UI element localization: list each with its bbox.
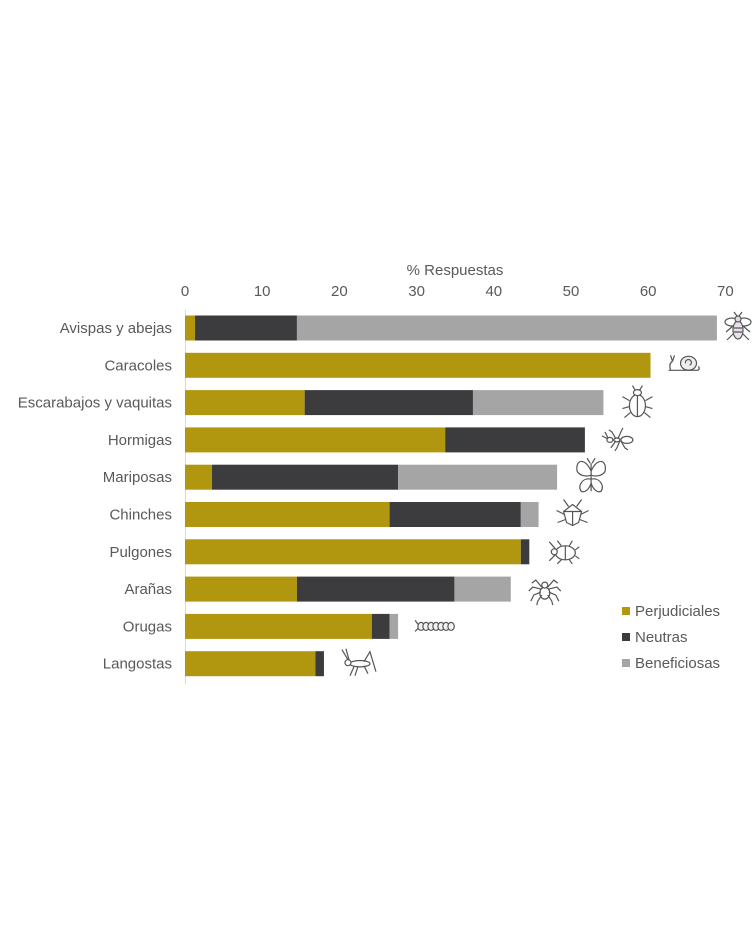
- bar-perjudiciales: [185, 576, 297, 602]
- bar-perjudiciales: [185, 651, 316, 677]
- category-label: Mariposas: [103, 469, 172, 486]
- legend-swatch: [622, 607, 630, 615]
- legend-label: Perjudiciales: [635, 603, 720, 620]
- category-labels: Avispas y abejas Caracoles Escarabajos y v…: [18, 320, 172, 673]
- bar-perjudiciales: [185, 539, 521, 565]
- category-label: Chinches: [109, 507, 172, 524]
- legend-label: Neutras: [635, 629, 688, 646]
- bar-perjudiciales: [185, 352, 651, 378]
- category-label: Langostas: [103, 656, 172, 673]
- category-label: Pulgones: [109, 544, 172, 561]
- x-tick-label: 20: [331, 283, 348, 300]
- category-label: Caracoles: [104, 357, 172, 374]
- bar-neutras: [445, 427, 585, 453]
- bar-perjudiciales: [185, 315, 196, 341]
- x-tick-label: 60: [640, 283, 657, 300]
- x-tick-label: 40: [485, 283, 502, 300]
- bar-beneficiosas: [296, 315, 717, 341]
- caterpillar-icon: [414, 620, 455, 632]
- bar-neutras: [315, 651, 324, 677]
- bar-beneficiosas: [520, 502, 539, 527]
- legend-swatch: [622, 659, 630, 667]
- bar-perjudiciales: [185, 502, 390, 527]
- bee-icon: [724, 311, 752, 341]
- bar-beneficiosas: [454, 576, 511, 602]
- bar-neutras: [296, 576, 455, 602]
- x-axis-title: % Respuestas: [407, 262, 504, 279]
- spider-icon: [528, 579, 562, 606]
- category-label: Hormigas: [108, 432, 172, 449]
- category-label: Orugas: [123, 618, 172, 635]
- aphid-icon: [548, 540, 580, 565]
- legend-swatch: [622, 633, 630, 641]
- bars: [185, 315, 717, 677]
- legend-label: Beneficiosas: [635, 655, 720, 672]
- bar-perjudiciales: [185, 464, 213, 490]
- x-tick-label: 10: [254, 283, 271, 300]
- bar-neutras: [389, 502, 521, 527]
- insect-icons: [341, 311, 752, 676]
- snail-icon: [668, 355, 700, 371]
- bar-neutras: [371, 613, 390, 639]
- legend: Perjudiciales Neutras Beneficiosas: [622, 603, 720, 672]
- x-tick-label: 0: [181, 283, 189, 300]
- x-axis-ticks: 0 10 20 30 40 50 60 70: [181, 283, 734, 300]
- bar-perjudiciales: [185, 390, 305, 416]
- bar-perjudiciales: [185, 613, 372, 639]
- grasshopper-icon: [341, 648, 377, 676]
- bar-neutras: [212, 464, 399, 490]
- bar-beneficiosas: [472, 390, 604, 416]
- category-label: Escarabajos y vaquitas: [18, 395, 172, 412]
- x-tick-label: 50: [563, 283, 580, 300]
- category-label: Avispas y abejas: [60, 320, 172, 337]
- stink-bug-icon: [556, 499, 589, 527]
- beetle-icon: [622, 385, 653, 419]
- category-label: Arañas: [124, 581, 172, 598]
- bar-neutras: [520, 539, 530, 565]
- x-tick-label: 30: [408, 283, 425, 300]
- butterfly-icon: [576, 457, 606, 493]
- ant-icon: [601, 427, 634, 452]
- x-tick-label: 70: [717, 283, 734, 300]
- bar-beneficiosas: [398, 464, 558, 490]
- bar-neutras: [304, 390, 473, 416]
- bar-perjudiciales: [185, 427, 446, 453]
- bar-beneficiosas: [389, 613, 399, 639]
- bar-neutras: [195, 315, 297, 341]
